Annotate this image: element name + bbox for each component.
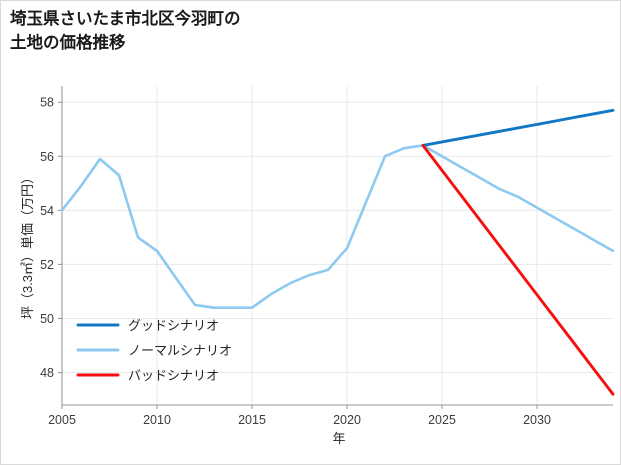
svg-text:52: 52 [40, 258, 54, 272]
svg-text:2015: 2015 [238, 413, 266, 427]
svg-text:48: 48 [40, 366, 54, 380]
svg-text:2030: 2030 [523, 413, 551, 427]
svg-text:54: 54 [40, 204, 54, 218]
svg-text:2010: 2010 [143, 413, 171, 427]
svg-text:バッドシナリオ: バッドシナリオ [128, 368, 219, 383]
svg-text:2020: 2020 [333, 413, 361, 427]
svg-text:50: 50 [40, 312, 54, 326]
svg-text:グッドシナリオ: グッドシナリオ [128, 318, 219, 333]
svg-text:2025: 2025 [428, 413, 456, 427]
svg-text:56: 56 [40, 150, 54, 164]
svg-text:58: 58 [40, 96, 54, 110]
axes [58, 86, 613, 409]
page-title: 埼玉県さいたま市北区今羽町の 土地の価格推移 [10, 10, 241, 52]
y-axis-title: 坪（3.3㎡）単価（万円） [20, 171, 35, 319]
svg-text:ノーマルシナリオ: ノーマルシナリオ [128, 343, 232, 358]
x-axis-title: 年 [332, 431, 345, 446]
series-lines [60, 108, 615, 396]
tick-labels: 48 50 52 54 56 58 2005 2010 2015 2020 2025 2030 [40, 96, 551, 427]
svg-text:2005: 2005 [48, 413, 76, 427]
